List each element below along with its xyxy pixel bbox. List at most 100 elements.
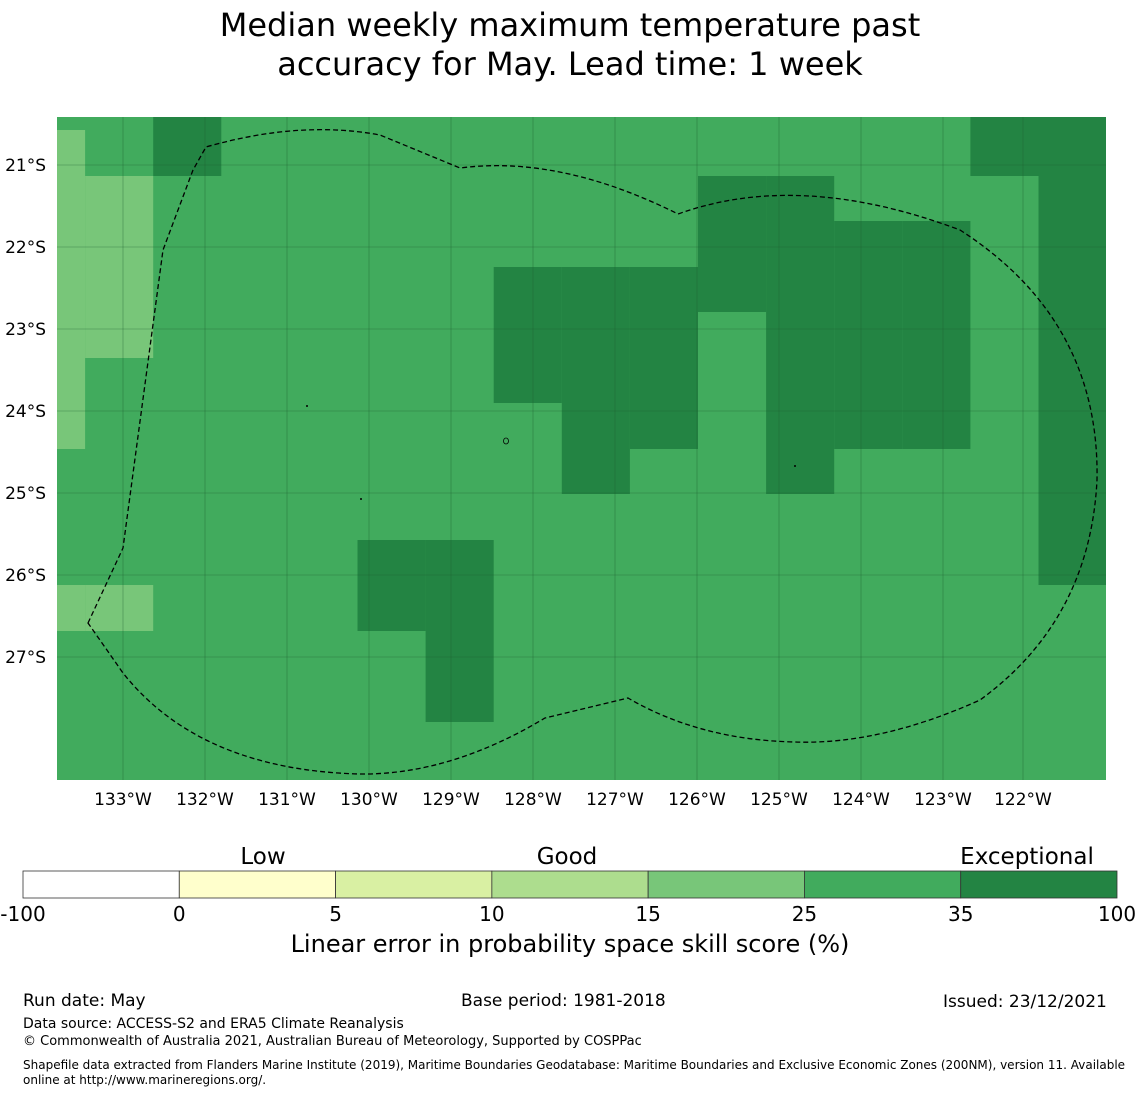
longitude-label: 125°W — [750, 790, 808, 810]
longitude-label: 133°W — [94, 790, 152, 810]
latitude-label: 22°S — [5, 238, 46, 258]
title-line-2: accuracy for May. Lead time: 1 week — [277, 45, 863, 83]
island-outline — [503, 437, 509, 445]
skill-cell-exceptional — [766, 403, 835, 449]
colorbar-tick-label: 25 — [792, 902, 817, 926]
skill-cell-exceptional — [766, 221, 835, 267]
skill-cell-exceptional — [629, 358, 698, 403]
skill-cell-exceptional — [902, 403, 971, 449]
skill-cell-exceptional — [766, 267, 835, 312]
latitude-label: 25°S — [5, 484, 46, 504]
skill-cell-exceptional — [1038, 221, 1106, 267]
skill-cell-exceptional — [766, 449, 835, 494]
skill-cell-exceptional — [629, 312, 698, 358]
skill-cell-15-25 — [85, 267, 154, 312]
colorbar-tick-labels: -100 0 5 10 15 25 35 100 — [0, 902, 1136, 926]
shapefile-credit: Shapefile data extracted from Flanders M… — [23, 1058, 1126, 1087]
skill-cell-exceptional — [698, 267, 767, 312]
longitude-label: 131°W — [258, 790, 316, 810]
skill-cell-exceptional — [629, 267, 698, 312]
skill-cell-exceptional — [834, 267, 903, 312]
issued-date: Issued: 23/12/2021 — [943, 992, 1107, 1012]
skill-cell-exceptional — [561, 403, 630, 449]
skill-cell-exceptional — [493, 267, 562, 312]
skill-grid-cells — [57, 117, 1106, 780]
longitude-labels: 133°W 132°W 131°W 130°W 129°W 128°W 127°W 126°W… — [94, 790, 1052, 810]
skill-cell-exceptional — [425, 585, 494, 631]
longitude-label: 127°W — [586, 790, 644, 810]
skill-cell-15-25 — [85, 585, 154, 631]
skill-cell-15-25 — [85, 312, 154, 358]
skill-cell-exceptional — [425, 631, 494, 676]
skill-cell-exceptional — [561, 358, 630, 403]
colorbar-category-labels: Low Good Exceptional — [240, 844, 1093, 870]
skill-cell-15-25 — [57, 130, 86, 176]
colorbar-swatch — [804, 870, 962, 899]
colorbar-swatch — [960, 870, 1118, 899]
colorbar-swatch — [22, 870, 180, 899]
skill-cell-exceptional — [1038, 176, 1106, 221]
skill-cell-exceptional — [357, 585, 426, 631]
skill-cell-exceptional — [834, 403, 903, 449]
skill-cell-15-25 — [85, 176, 154, 221]
longitude-label: 128°W — [504, 790, 562, 810]
latitude-label: 23°S — [5, 320, 46, 340]
skill-cell-15-25 — [57, 585, 86, 631]
skill-cell-exceptional — [1038, 267, 1106, 312]
colorbar-label: Linear error in probability space skill … — [290, 930, 850, 958]
skill-cell-15-25 — [57, 221, 86, 267]
skill-cell-exceptional — [902, 267, 971, 312]
island-dot — [794, 465, 796, 467]
skill-cell-exceptional — [698, 221, 767, 267]
skill-cell-exceptional — [1038, 312, 1106, 358]
latitude-label: 27°S — [5, 648, 46, 668]
latitude-labels: 21°S 22°S 23°S 24°S 25°S 26°S 27°S — [5, 156, 46, 668]
skill-cell-exceptional — [629, 403, 698, 449]
skill-cell-exceptional — [834, 358, 903, 403]
skill-cell-exceptional — [493, 312, 562, 358]
skill-cell-exceptional — [425, 676, 494, 722]
skill-cell-exceptional — [902, 221, 971, 267]
skill-cell-exceptional — [970, 130, 1039, 176]
skill-cell-exceptional — [153, 117, 222, 130]
colorbar-category-label: Good — [537, 844, 598, 870]
skill-cell-exceptional — [1038, 358, 1106, 403]
colorbar-category-label: Exceptional — [960, 844, 1094, 870]
skill-cell-exceptional — [561, 449, 630, 494]
skill-cell-exceptional — [902, 312, 971, 358]
title-line-1: Median weekly maximum temperature past — [219, 6, 921, 44]
longitude-label: 130°W — [340, 790, 398, 810]
longitude-label: 129°W — [422, 790, 480, 810]
islands — [306, 405, 796, 500]
skill-cell-exceptional — [1038, 117, 1106, 130]
colorbar-tick-label: 15 — [635, 902, 660, 926]
colorbar-swatch — [491, 870, 649, 899]
longitude-label: 124°W — [832, 790, 890, 810]
latitude-label: 26°S — [5, 566, 46, 586]
island-dot — [306, 405, 308, 407]
skill-cell-exceptional — [1038, 540, 1106, 585]
graticule-lines — [57, 117, 1106, 780]
data-source: Data source: ACCESS-S2 and ERA5 Climate … — [23, 1016, 404, 1032]
base-period: Base period: 1981-2018 — [461, 991, 666, 1011]
skill-cell-15-25 — [57, 176, 86, 221]
colorbar-swatch — [647, 870, 805, 899]
skill-cell-15-25 — [57, 267, 86, 312]
colorbar-tick-label: 0 — [173, 902, 186, 926]
eez-boundary — [87, 128, 1098, 775]
colorbar-tick-label: 10 — [479, 902, 504, 926]
skill-cell-exceptional — [1038, 449, 1106, 494]
latitude-label: 24°S — [5, 402, 46, 422]
longitude-label: 132°W — [176, 790, 234, 810]
skill-cell-exceptional — [766, 312, 835, 358]
latitude-label: 21°S — [5, 156, 46, 176]
skill-cell-exceptional — [1038, 403, 1106, 449]
skill-cell-exceptional — [493, 358, 562, 403]
longitude-label: 123°W — [914, 790, 972, 810]
skill-cell-exceptional — [902, 358, 971, 403]
skill-cell-exceptional — [561, 312, 630, 358]
copyright: © Commonwealth of Australia 2021, Austra… — [23, 1034, 642, 1049]
skill-cell-exceptional — [357, 540, 426, 585]
skill-cell-15-25 — [57, 403, 86, 449]
longitude-label: 122°W — [994, 790, 1052, 810]
